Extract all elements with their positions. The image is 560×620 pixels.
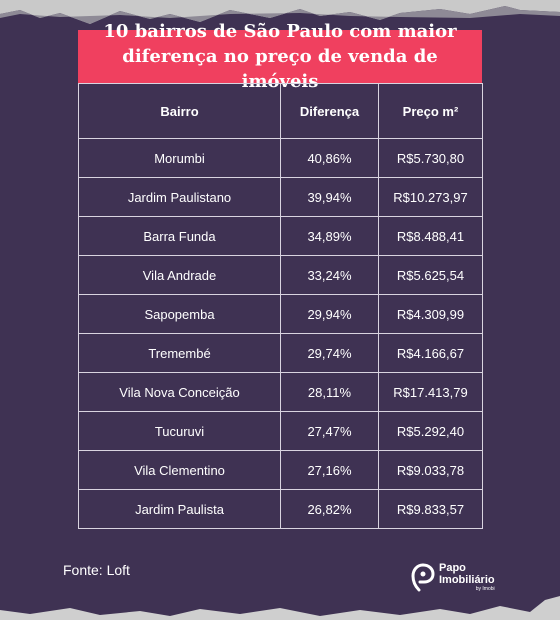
table-row: Tucuruvi 27,47% R$5.292,40: [78, 411, 483, 451]
cell-diferenca: 34,89%: [280, 216, 379, 256]
table-row: Barra Funda 34,89% R$8.488,41: [78, 216, 483, 256]
cell-diferenca: 29,94%: [280, 294, 379, 334]
cell-diferenca: 29,74%: [280, 333, 379, 373]
cell-diferenca: 27,47%: [280, 411, 379, 451]
cell-preco: R$9.033,78: [378, 450, 483, 490]
header-preco: Preço m²: [378, 83, 483, 139]
brand-logo: Papo Imobiliário by Imobi: [410, 562, 495, 592]
data-table: Bairro Diferença Preço m² Morumbi 40,86%…: [78, 83, 483, 529]
cell-diferenca: 33,24%: [280, 255, 379, 295]
cell-preco: R$4.166,67: [378, 333, 483, 373]
cell-diferenca: 28,11%: [280, 372, 379, 412]
cell-bairro: Barra Funda: [78, 216, 281, 256]
cell-diferenca: 40,86%: [280, 138, 379, 178]
cell-diferenca: 39,94%: [280, 177, 379, 217]
logo-line-1: Papo: [439, 562, 466, 574]
cell-preco: R$4.309,99: [378, 294, 483, 334]
cell-bairro: Vila Nova Conceição: [78, 372, 281, 412]
cell-preco: R$8.488,41: [378, 216, 483, 256]
cell-diferenca: 27,16%: [280, 450, 379, 490]
cell-bairro: Vila Andrade: [78, 255, 281, 295]
table-row: Jardim Paulistano 39,94% R$10.273,97: [78, 177, 483, 217]
logo-line-2: Imobiliário: [439, 574, 495, 586]
page-title: 10 bairros de São Paulo com maior difere…: [78, 21, 482, 92]
torn-paper-bottom: [0, 596, 560, 620]
p-swirl-icon: [411, 563, 435, 592]
cell-bairro: Sapopemba: [78, 294, 281, 334]
table-row: Vila Andrade 33,24% R$5.625,54: [78, 255, 483, 295]
cell-preco: R$5.292,40: [378, 411, 483, 451]
cell-preco: R$17.413,79: [378, 372, 483, 412]
header-diferenca: Diferença: [280, 83, 379, 139]
cell-bairro: Jardim Paulista: [78, 489, 281, 529]
cell-preco: R$9.833,57: [378, 489, 483, 529]
cell-preco: R$5.730,80: [378, 138, 483, 178]
table-row: Tremembé 29,74% R$4.166,67: [78, 333, 483, 373]
table-row: Jardim Paulista 26,82% R$9.833,57: [78, 489, 483, 529]
cell-bairro: Tucuruvi: [78, 411, 281, 451]
cell-preco: R$10.273,97: [378, 177, 483, 217]
table-row: Sapopemba 29,94% R$4.309,99: [78, 294, 483, 334]
cell-diferenca: 26,82%: [280, 489, 379, 529]
table-row: Morumbi 40,86% R$5.730,80: [78, 138, 483, 178]
cell-preco: R$5.625,54: [378, 255, 483, 295]
table-row: Vila Nova Conceição 28,11% R$17.413,79: [78, 372, 483, 412]
cell-bairro: Tremembé: [78, 333, 281, 373]
source-note: Fonte: Loft: [63, 562, 130, 578]
cell-bairro: Vila Clementino: [78, 450, 281, 490]
cell-bairro: Jardim Paulistano: [78, 177, 281, 217]
torn-paper-top: [0, 0, 560, 24]
table-header-row: Bairro Diferença Preço m²: [78, 83, 483, 139]
cell-bairro: Morumbi: [78, 138, 281, 178]
logo-line-3: by Imobi: [475, 586, 495, 592]
table-row: Vila Clementino 27,16% R$9.033,78: [78, 450, 483, 490]
header-bairro: Bairro: [78, 83, 281, 139]
